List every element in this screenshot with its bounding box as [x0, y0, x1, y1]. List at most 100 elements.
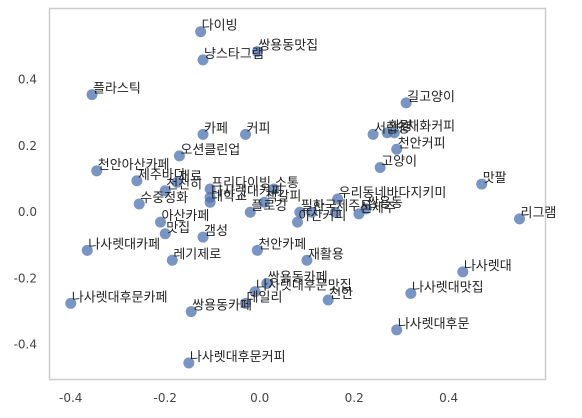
x-tick-label: 0.4	[439, 391, 458, 405]
point-label: 천안커피	[398, 136, 446, 151]
scatter-point	[374, 162, 386, 173]
point-label: 냥스타그램	[204, 47, 264, 62]
scatter-point	[155, 216, 167, 228]
point-label: 나사렛대후문맛집	[256, 279, 352, 294]
point-label: 카페	[204, 121, 228, 136]
scatter-point	[476, 178, 488, 190]
scatter-point	[244, 206, 256, 218]
point-label: 리그램	[521, 206, 557, 221]
x-tick-label: -0.4	[59, 391, 82, 405]
scatter-point	[159, 228, 171, 240]
scatter-point	[171, 176, 183, 188]
point-label: 제주바다	[138, 168, 186, 183]
scatter-point	[204, 183, 216, 195]
point-label: 쌍용동카페	[268, 270, 328, 285]
scatter-point	[185, 306, 197, 318]
scatter-point	[197, 128, 209, 140]
scatter-point	[240, 128, 252, 140]
scatter-point	[367, 128, 379, 140]
scatter-point	[400, 97, 412, 109]
scatter-point	[86, 89, 98, 101]
point-label: 아산카페	[162, 209, 210, 224]
scatter-point	[258, 196, 270, 208]
point-label: 제주도	[336, 199, 372, 214]
x-tick-label: -0.2	[154, 391, 177, 405]
point-label: 맛팔	[483, 171, 507, 186]
scatter-point	[388, 127, 400, 139]
point-label: 환경	[388, 120, 412, 135]
scatter-point	[329, 206, 341, 218]
y-tick-label: 0.4	[18, 73, 37, 87]
point-label: 수중정화	[140, 191, 188, 206]
scatter-point	[133, 198, 145, 210]
y-tick-label: -0.4	[14, 338, 37, 352]
data-points	[65, 26, 526, 369]
scatter-point	[457, 266, 469, 278]
scatter-point	[65, 297, 77, 309]
scatter-point	[251, 244, 263, 256]
point-label: 커피	[247, 121, 271, 136]
point-label: 재료	[178, 169, 202, 184]
scatter-point	[306, 206, 318, 218]
x-axis-ticks: -0.4 -0.2 0.0 0.2 0.4	[59, 391, 458, 405]
point-label: 나사렛대맛집	[412, 280, 484, 295]
x-tick-label: 0.2	[345, 391, 364, 405]
scatter-point	[166, 254, 178, 266]
point-label: 프리다이빙	[211, 176, 271, 191]
y-axis-ticks: 0.4 0.2 0.0 -0.2 -0.4	[14, 73, 37, 352]
point-label: 맛집	[166, 221, 190, 236]
scatter-point	[261, 277, 273, 289]
point-label: 나사렛대후문카페	[72, 290, 168, 305]
point-label: 서랍장	[374, 121, 410, 136]
scatter-point	[514, 213, 526, 225]
point-label: 길고양이	[407, 90, 455, 105]
scatter-point	[91, 165, 103, 177]
point-label: 나사렛대카페	[88, 237, 160, 252]
point-label: 레기제로	[173, 247, 221, 262]
point-label: 오션클린업	[180, 143, 240, 158]
y-tick-label: 0.0	[18, 205, 37, 219]
scatter-point	[159, 185, 171, 197]
scatter-point	[332, 193, 344, 205]
point-label: 천안	[329, 287, 353, 302]
point-label: 쌍용동	[367, 196, 403, 211]
scatter-point	[131, 175, 143, 187]
scatter-point	[301, 254, 313, 266]
scatter-point	[197, 231, 209, 243]
plot-frame	[48, 7, 547, 381]
scatter-point	[197, 54, 209, 66]
scatter-point	[322, 294, 334, 306]
scatter-point	[294, 206, 306, 218]
scatter-point	[405, 287, 417, 299]
scatter-point	[173, 150, 185, 162]
point-label: 나사렛대커피	[211, 184, 283, 199]
point-label: 천안카페	[258, 237, 306, 252]
scatter-point	[391, 324, 403, 336]
point-label: 쌍용동카페	[192, 299, 252, 314]
point-label: 수채화커피	[395, 120, 455, 135]
scatter-point	[292, 216, 303, 228]
scatter-point	[249, 286, 261, 298]
point-label: 우리동네바다지키미	[339, 186, 447, 201]
scatter-point	[268, 183, 280, 195]
point-label: 아산커피	[299, 209, 347, 224]
scatter-point	[195, 26, 207, 38]
scatter-point	[183, 357, 195, 369]
point-label: 다이빙	[202, 19, 238, 34]
scatter-point	[353, 208, 365, 220]
y-tick-label: -0.2	[14, 271, 37, 285]
point-label: 한국	[313, 199, 337, 214]
point-label: 고양이	[381, 155, 417, 170]
point-label: 책갈피	[265, 189, 301, 204]
point-label: 나사렛대	[464, 259, 512, 274]
point-label: 신제주	[360, 201, 396, 216]
point-label: 데일리	[247, 290, 283, 305]
point-label: 소통	[275, 176, 299, 191]
point-label: 플라스틱	[93, 82, 141, 97]
point-label: 천천히	[166, 178, 202, 193]
point-label: 재활용	[308, 247, 344, 262]
scatter-point	[251, 46, 263, 58]
point-label: 플로깅	[251, 199, 287, 214]
